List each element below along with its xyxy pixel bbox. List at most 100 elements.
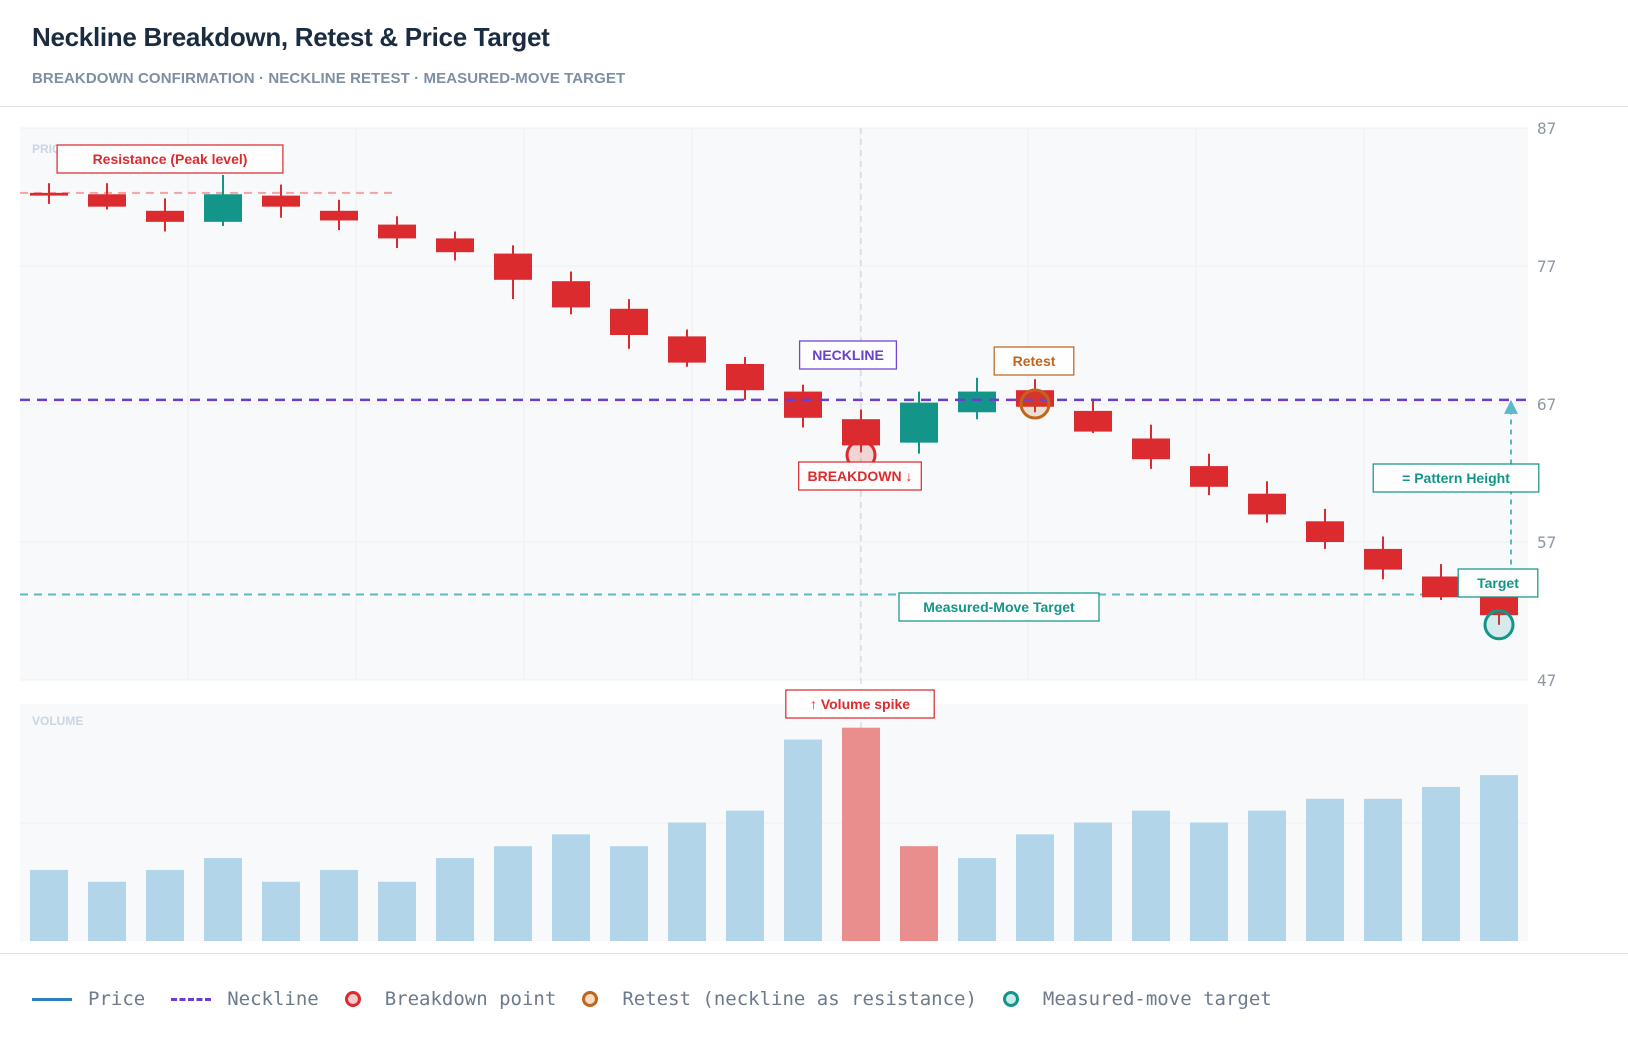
volume-panel-label: VOLUME	[32, 714, 83, 728]
target-marker	[1483, 609, 1515, 641]
candle-body	[320, 210, 358, 221]
legend-item-price: Price	[32, 988, 145, 1010]
resistance-annotation: Resistance (Peak level)	[56, 144, 284, 174]
pattern-height-arrowhead	[1504, 399, 1518, 414]
candle-body	[900, 402, 938, 443]
volume-bar	[900, 846, 938, 941]
y-tick-label: 87	[1537, 119, 1556, 138]
breakdown-annotation: BREAKDOWN ↓	[798, 461, 922, 491]
volume-bar	[1364, 798, 1402, 941]
candle-body	[668, 336, 706, 363]
target-dot-icon	[1002, 991, 1019, 1007]
neckline-annotation-box	[798, 340, 898, 370]
candle-body	[204, 194, 242, 222]
y-tick-label: 57	[1537, 533, 1556, 552]
chart-header: Neckline Breakdown, Retest & Price Targe…	[0, 0, 1628, 107]
legend: Price Neckline Breakdown point Retest (n…	[32, 988, 1298, 1010]
volume-bar	[1016, 834, 1054, 941]
legend-label-price: Price	[88, 988, 146, 1010]
retest-dot-icon	[582, 991, 599, 1007]
volume-bar	[1074, 822, 1112, 941]
volume-bar	[1248, 810, 1286, 941]
volume-bar	[610, 846, 648, 941]
candle-body	[262, 195, 300, 207]
neckline-annotation-text: NECKLINE	[812, 347, 884, 363]
retest-annotation: Retest	[993, 346, 1075, 376]
volume-bar	[378, 881, 416, 941]
volume-bar	[552, 834, 590, 941]
volume-bar	[262, 881, 300, 941]
candle-body	[552, 281, 590, 308]
measured-move-annotation-box	[898, 592, 1100, 622]
volume-bar	[958, 858, 996, 941]
breakdown-dot-icon	[344, 991, 361, 1007]
candle-body	[378, 224, 416, 239]
retest-annotation-box	[993, 346, 1075, 376]
chart-subtitle: BREAKDOWN CONFIRMATION · NECKLINE RETEST…	[32, 70, 626, 87]
y-tick-label: 67	[1537, 395, 1556, 414]
candle-body	[1074, 410, 1112, 432]
pattern-height-annotation: = Pattern Height	[1372, 463, 1540, 493]
volume-spike-annotation: ↑ Volume spike	[785, 689, 935, 719]
candle-body	[1248, 493, 1286, 515]
volume-bar	[1132, 810, 1170, 941]
candle-body	[30, 192, 68, 196]
legend-label-retest: Retest (neckline as resistance)	[622, 988, 977, 1010]
neckline-annotation: NECKLINE	[798, 340, 898, 370]
target-annotation-box	[1457, 568, 1539, 598]
volume-bar	[784, 739, 822, 941]
candle-body	[784, 391, 822, 418]
volume-bar	[88, 881, 126, 941]
volume-bar	[668, 822, 706, 941]
candle-body	[146, 210, 184, 222]
candle-body	[1190, 466, 1228, 487]
volume-bar	[436, 858, 474, 941]
candle-body	[88, 194, 126, 207]
y-tick-label: 47	[1537, 671, 1556, 690]
retest-marker	[1019, 388, 1051, 420]
legend-item-retest: Retest (neckline as resistance)	[582, 988, 977, 1010]
volume-bar	[1480, 775, 1518, 941]
candle-body	[1422, 576, 1460, 598]
legend-item-neckline: Neckline	[171, 988, 319, 1010]
volume-bar	[30, 869, 68, 941]
volume-bar	[726, 810, 764, 941]
resistance-annotation-text: Resistance (Peak level)	[93, 151, 248, 167]
resistance-annotation-box	[56, 144, 284, 174]
pattern-height-annotation-text: = Pattern Height	[1402, 470, 1510, 486]
candle-body	[1364, 548, 1402, 570]
legend-label-neckline: Neckline	[227, 988, 319, 1010]
legend-label-breakdown: Breakdown point	[384, 988, 557, 1010]
chart-title: Neckline Breakdown, Retest & Price Targe…	[32, 22, 550, 52]
candle-body	[1306, 521, 1344, 542]
target-annotation: Target	[1457, 568, 1539, 598]
retest-annotation-text: Retest	[1013, 353, 1056, 369]
candle-body	[1132, 438, 1170, 460]
candle-body	[726, 363, 764, 391]
volume-bar	[204, 858, 242, 941]
candle-body	[958, 391, 996, 413]
breakdown-annotation-box	[798, 461, 922, 491]
volume-bar	[842, 727, 880, 941]
legend-item-breakdown: Breakdown point	[344, 988, 557, 1010]
volume-bar	[1306, 798, 1344, 941]
neckline-dash-icon	[171, 997, 212, 1001]
volume-bar	[1190, 822, 1228, 941]
volume-bar	[1422, 786, 1460, 941]
candle-body	[436, 238, 474, 253]
volume-bar	[494, 846, 532, 941]
target-annotation-text: Target	[1477, 575, 1519, 591]
y-tick-label: 77	[1537, 257, 1556, 276]
measured-move-annotation-text: Measured-Move Target	[923, 599, 1075, 615]
volume-bar	[146, 869, 184, 941]
volume-spike-annotation-box	[785, 689, 935, 719]
candle-body	[494, 253, 532, 280]
measured-move-annotation: Measured-Move Target	[898, 592, 1100, 622]
breakdown-annotation-text: BREAKDOWN ↓	[808, 468, 913, 484]
legend-bar: Price Neckline Breakdown point Retest (n…	[0, 953, 1628, 1043]
candle-body	[610, 308, 648, 335]
volume-spike-annotation-text: ↑ Volume spike	[810, 696, 910, 712]
legend-item-target: Measured-move target	[1002, 988, 1272, 1010]
volume-bar	[320, 869, 358, 941]
